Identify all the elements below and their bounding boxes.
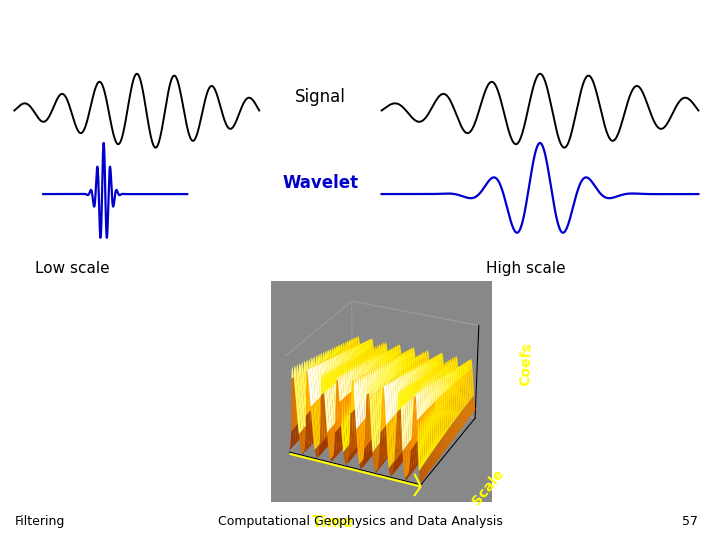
Text: 57: 57 <box>683 515 698 528</box>
Text: Filtering: Filtering <box>14 515 65 528</box>
Text: High scale: High scale <box>486 261 565 276</box>
Text: Resulting wavelet representation: Resulting wavelet representation <box>111 19 609 45</box>
X-axis label: Time: Time <box>312 515 354 530</box>
Text: Low scale: Low scale <box>35 261 109 276</box>
Y-axis label: Scale: Scale <box>469 466 507 508</box>
Text: Signal: Signal <box>295 88 346 106</box>
Text: Computational Geophysics and Data Analysis: Computational Geophysics and Data Analys… <box>217 515 503 528</box>
Text: Wavelet: Wavelet <box>282 174 359 192</box>
